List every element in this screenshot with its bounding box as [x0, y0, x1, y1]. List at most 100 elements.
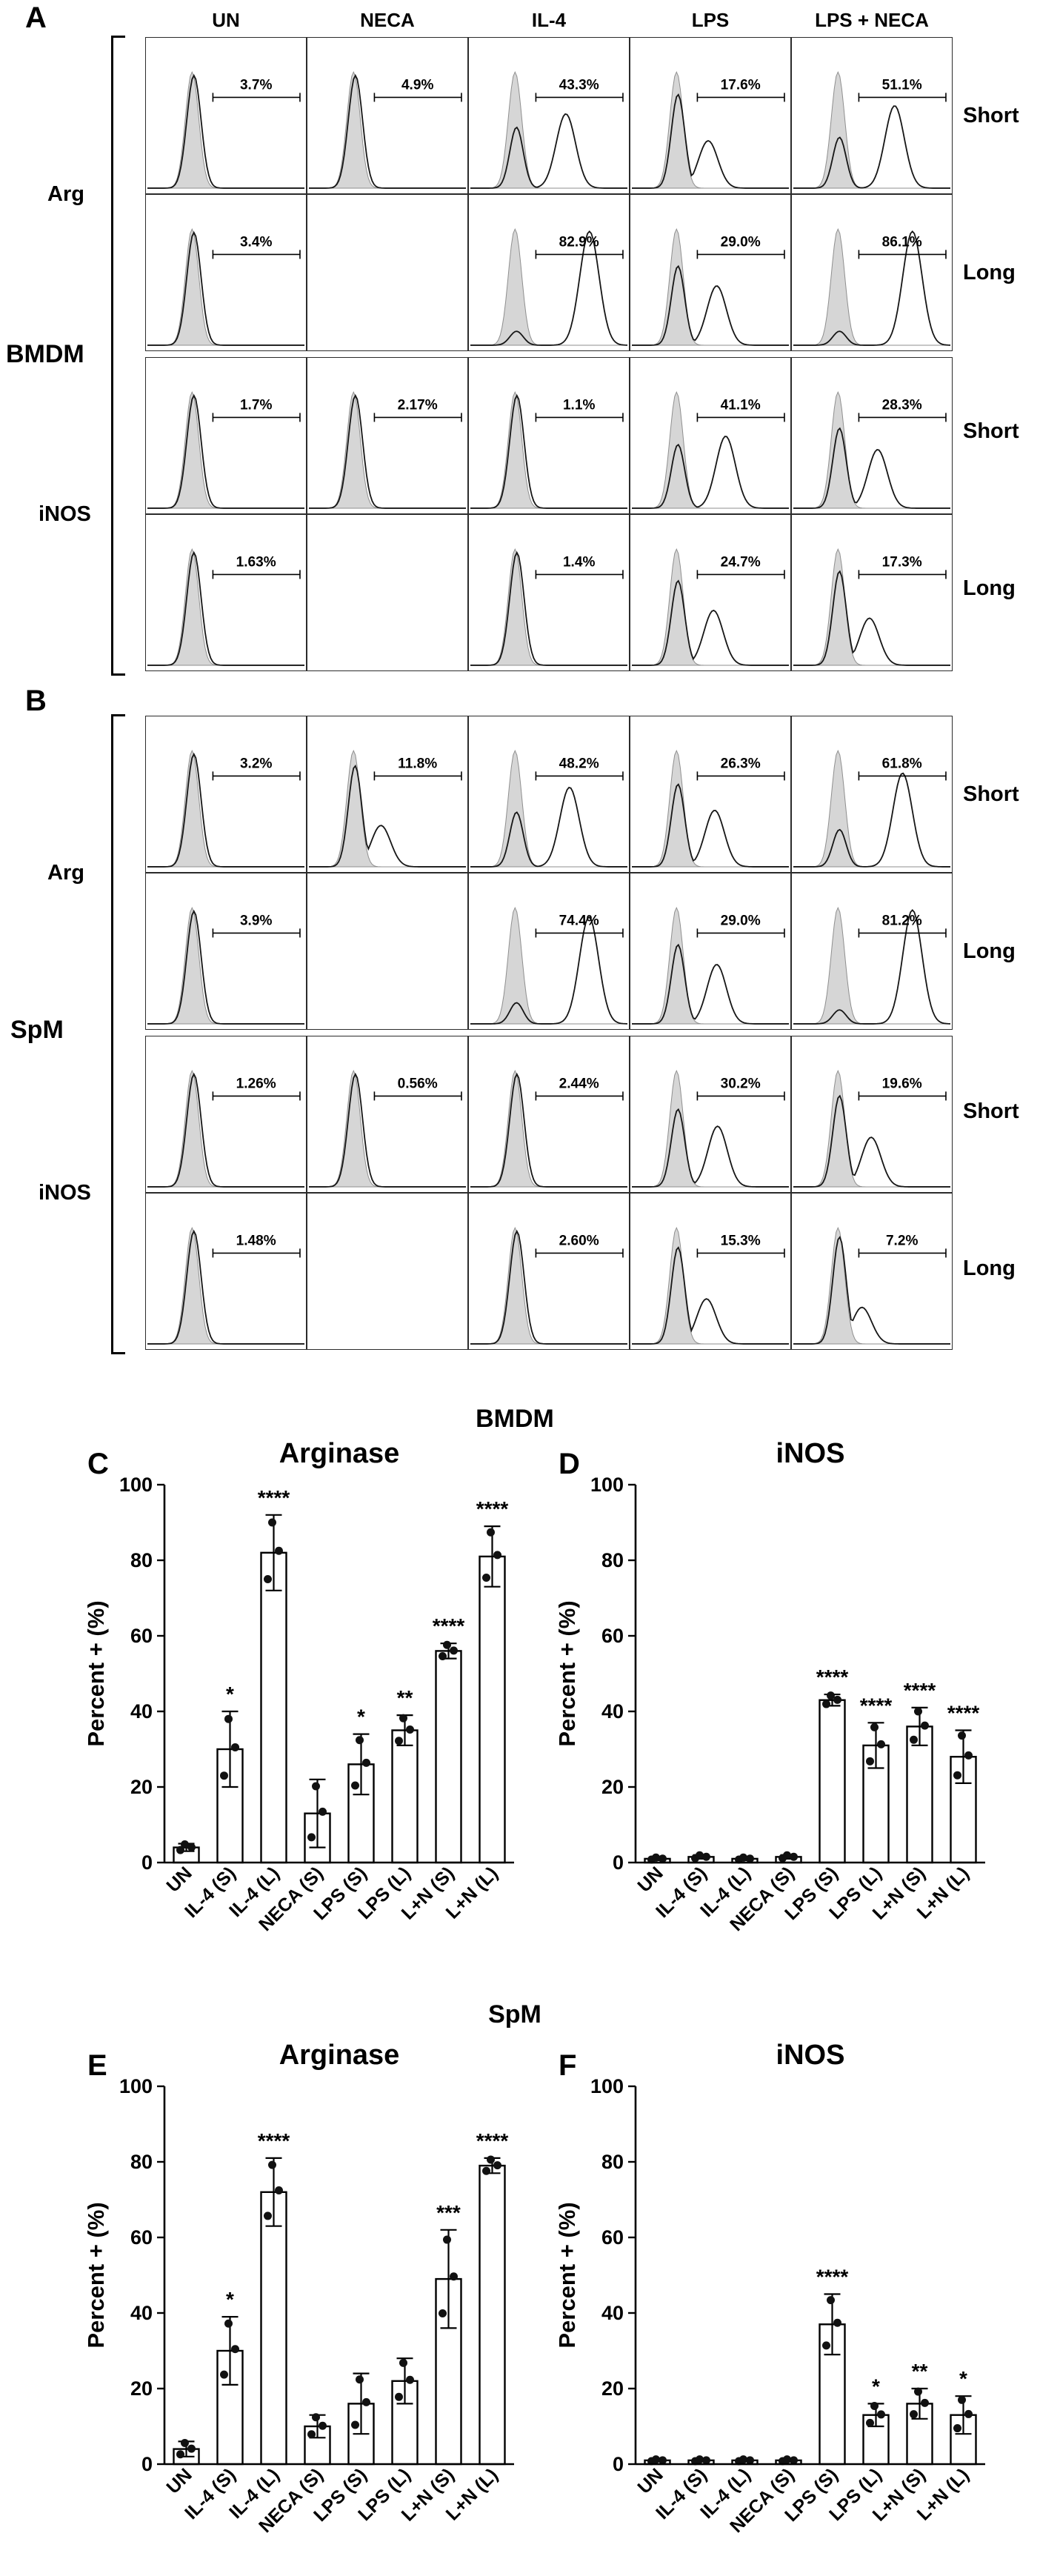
data-point	[312, 2413, 320, 2422]
percent-label: 2.17%	[398, 397, 438, 413]
sample-histogram	[793, 772, 950, 868]
flow-histogram-cell: 4.9%	[307, 37, 468, 194]
flow-histogram-cell: 3.2%	[145, 716, 307, 873]
control-histogram	[147, 70, 304, 189]
panel-letter-A: A	[25, 1, 47, 34]
sample-histogram	[793, 427, 950, 509]
data-point	[351, 2420, 359, 2429]
flow-histogram-cell: 30.2%	[630, 1036, 791, 1193]
data-point	[652, 1853, 660, 1862]
flow-histogram: 17.3%	[793, 548, 950, 666]
control-histogram	[793, 1069, 950, 1188]
sample-histogram	[632, 264, 789, 346]
data-point	[964, 1751, 973, 1760]
data-point	[187, 1843, 196, 1851]
y-tick-label: 20	[601, 1776, 624, 1798]
sample-histogram	[147, 230, 304, 346]
data-point	[220, 2370, 228, 2379]
data-point	[833, 2318, 841, 2327]
data-point	[362, 1758, 370, 1767]
y-tick-label: 100	[590, 1474, 624, 1496]
flow-histogram-cell: 1.63%	[145, 514, 307, 671]
flow-histogram-cell	[307, 194, 468, 351]
control-histogram	[147, 390, 304, 509]
data-point	[866, 1757, 874, 1765]
flow-histogram-cell: 19.6%	[791, 1036, 953, 1193]
data-point	[659, 1854, 667, 1863]
data-point	[450, 2272, 458, 2281]
panel-letter-B: B	[25, 685, 47, 717]
row-label-short-inos-b: Short	[963, 1099, 1019, 1123]
sample-histogram	[147, 73, 304, 189]
flow-histogram: 2.60%	[470, 1226, 627, 1345]
y-tick-label: 100	[119, 1474, 153, 1496]
data-point	[395, 2392, 403, 2401]
flow-histogram-cell: 15.3%	[630, 1193, 791, 1350]
row-label-short-inos: Short	[963, 419, 1019, 443]
flow-histogram: 30.2%	[632, 1069, 789, 1188]
col-header-lps: LPS	[691, 9, 730, 31]
chart-title: Arginase	[279, 2040, 400, 2071]
sample-histogram	[470, 393, 627, 509]
sample-histogram	[632, 1108, 789, 1188]
bar	[479, 1555, 506, 1864]
significance-stars: *	[226, 1683, 234, 1705]
flow-histogram: 3.2%	[147, 749, 304, 868]
percent-label: 86.1%	[882, 234, 922, 250]
data-point	[399, 1714, 407, 1723]
sample-histogram	[470, 550, 627, 666]
flow-histogram: 26.3%	[632, 749, 789, 868]
flow-histogram-cell: 29.0%	[630, 194, 791, 351]
y-tick-label: 80	[601, 1549, 624, 1571]
y-axis-label: Percent + (%)	[83, 2202, 109, 2348]
row-label-long-inos-b: Long	[963, 1257, 1016, 1280]
sample-histogram	[470, 1072, 627, 1188]
flow-histogram: 51.1%	[793, 70, 950, 189]
percent-label: 3.4%	[240, 234, 273, 250]
percent-label: 81.2%	[882, 913, 922, 928]
control-histogram	[147, 749, 304, 868]
percent-label: 11.8%	[398, 756, 437, 771]
data-point	[790, 2456, 798, 2465]
y-tick-label: 40	[130, 1700, 153, 1723]
panel-B: B SpM Arg iNOS 3.2% 11.8% 48.2% 26.3% 61.8% 3…	[0, 686, 1060, 1357]
flow-histogram-cell: 1.48%	[145, 1193, 307, 1350]
sample-histogram	[632, 93, 789, 189]
y-tick-label: 100	[590, 2075, 624, 2097]
data-point	[822, 1700, 830, 1708]
percent-label: 1.26%	[236, 1076, 276, 1091]
flow-histogram: 17.6%	[632, 70, 789, 189]
flow-histogram-cell: 3.9%	[145, 873, 307, 1030]
control-histogram	[793, 390, 950, 509]
flow-histogram-cell: 81.2%	[791, 873, 953, 1030]
flow-histogram: 1.7%	[147, 390, 304, 509]
flow-histogram: 74.4%	[470, 906, 628, 1025]
sample-histogram	[147, 393, 304, 509]
flow-histogram: 1.48%	[147, 1226, 304, 1345]
spm-chart-section: SpM E Arginase Percent + (%) 0 20 40 60 80 100 U…	[0, 1980, 1060, 2576]
control-histogram	[793, 1226, 950, 1345]
flow-histogram: 15.3%	[632, 1226, 789, 1345]
control-histogram	[793, 70, 950, 189]
flow-histogram-cell: 86.1%	[791, 194, 953, 351]
flow-histogram-cell: 24.7%	[630, 514, 791, 671]
y-tick-label: 60	[601, 2226, 624, 2249]
control-histogram	[632, 1226, 789, 1345]
significance-stars: *	[872, 2374, 880, 2397]
sample-histogram	[632, 436, 789, 509]
sample-histogram	[632, 783, 789, 868]
percent-label: 3.2%	[240, 756, 273, 771]
flow-histogram-cell: 48.2%	[468, 716, 630, 873]
data-point	[307, 2430, 316, 2439]
control-histogram	[632, 227, 789, 346]
percent-label: 3.9%	[240, 913, 273, 928]
percent-label: 48.2%	[559, 756, 599, 771]
flow-histogram-cell: 1.4%	[468, 514, 630, 671]
control-histogram	[632, 906, 789, 1025]
chart-title: Arginase	[279, 1438, 400, 1469]
y-tick-label: 20	[130, 2377, 153, 2400]
flow-histogram: 29.0%	[632, 227, 789, 346]
chart-panel-F: F iNOS Percent + (%) 0 20 40 60 80 100 UN IL-4 (S…	[554, 2028, 999, 2576]
group-label-bmdm: BMDM	[6, 340, 84, 368]
